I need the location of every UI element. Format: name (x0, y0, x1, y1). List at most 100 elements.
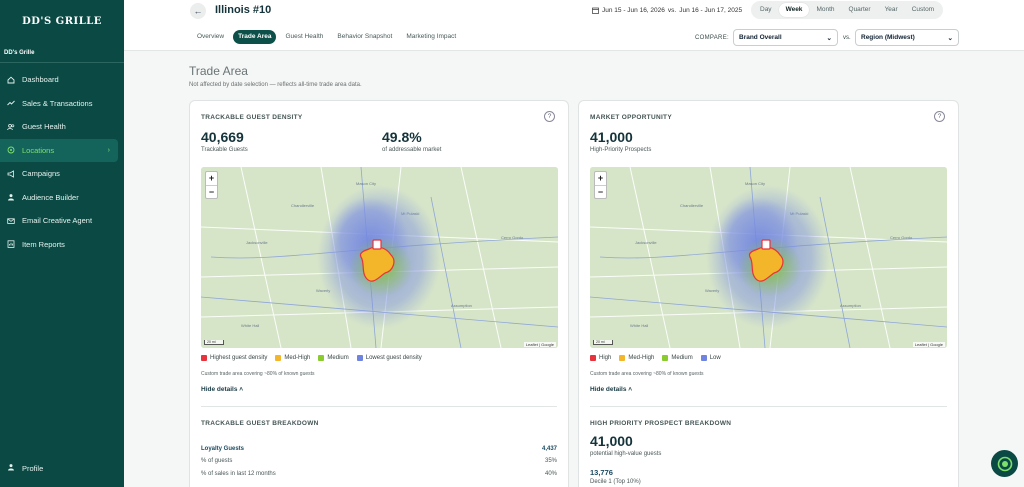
svg-text:Cerro Gordo: Cerro Gordo (501, 235, 524, 240)
user-icon (7, 463, 15, 473)
chat-icon (997, 456, 1012, 471)
sidebar-item-label: Audience Builder (22, 192, 79, 202)
compare-second-value: Region (Midwest) (861, 34, 915, 41)
decile-label: Decile 1 (Top 10%) (590, 479, 641, 485)
sidebar-divider (0, 62, 124, 63)
svg-text:Chandlerville: Chandlerville (291, 203, 315, 208)
sidebar-item-sales[interactable]: Sales & Transactions (0, 92, 124, 116)
tab-behavior-snapshot[interactable]: Behavior Snapshot (337, 33, 393, 40)
period-week[interactable]: Week (778, 3, 810, 17)
svg-text:Mason City: Mason City (356, 181, 376, 186)
legend-item-high: Highest guest density (201, 355, 267, 361)
period-custom[interactable]: Custom (911, 6, 935, 13)
svg-text:Waverly: Waverly (316, 288, 330, 293)
sidebar-item-label: Sales & Transactions (22, 98, 93, 108)
prospects-value: 41,000 (590, 129, 633, 145)
legend-item-med-high: Med-High (275, 355, 310, 361)
sidebar-item-item-reports[interactable]: Item Reports (0, 233, 124, 257)
row-value: 35% (544, 458, 557, 464)
page-subtitle: Not affected by date selection — reflect… (189, 82, 362, 88)
period-year[interactable]: Year (884, 6, 898, 13)
date-vs: vs. (667, 7, 677, 14)
sidebar-item-label: Dashboard (22, 75, 59, 85)
chevron-down-icon: ⌄ (826, 34, 832, 42)
svg-text:Chandlerville: Chandlerville (680, 203, 704, 208)
sidebar-item-dashboard[interactable]: Dashboard (0, 68, 124, 92)
market-opportunity-card: MARKET OPPORTUNITY ? 41,000 High-Priorit… (578, 100, 959, 487)
tabs: Overview Trade Area Guest Health Behavio… (192, 30, 461, 44)
zoom-out-button[interactable]: − (595, 185, 606, 198)
high-value-guests-label: potential high-value guests (590, 451, 662, 457)
period-day[interactable]: Day (760, 6, 772, 13)
sidebar-item-guest-health[interactable]: Guest Health (0, 115, 124, 139)
help-icon[interactable]: ? (544, 111, 555, 122)
tab-guest-health[interactable]: Guest Health (285, 33, 324, 40)
row-label: Loyalty Guests (201, 446, 245, 452)
trackable-guests-label: Trackable Guests (201, 147, 248, 153)
zoom-in-button[interactable]: + (208, 173, 215, 183)
map-attribution[interactable]: Leaflet | Google (912, 342, 945, 347)
chevron-right-icon: › (107, 146, 110, 154)
legend-item-low: Lowest guest density (356, 355, 422, 361)
tab-overview[interactable]: Overview (197, 33, 225, 40)
arrow-left-icon: ← (193, 6, 203, 16)
svg-text:Jacksonville: Jacksonville (246, 240, 268, 245)
svg-text:Assumption: Assumption (451, 303, 472, 308)
zoom-out-button[interactable]: − (206, 185, 217, 198)
divider (590, 406, 947, 407)
sidebar-item-profile[interactable]: Profile (7, 463, 43, 473)
period-month[interactable]: Month (816, 6, 835, 13)
back-button[interactable]: ← (190, 3, 206, 19)
mail-icon (7, 217, 15, 225)
trade-area-note: Custom trade area covering ~80% of known… (590, 371, 704, 377)
row-label: % of sales in last 12 months (201, 471, 276, 477)
tab-marketing-impact[interactable]: Marketing Impact (406, 33, 457, 40)
logo[interactable]: DD'S GRILLE (0, 0, 124, 42)
sidebar-item-label: Campaigns (22, 169, 60, 179)
compare-first-value: Brand Overall (739, 34, 782, 41)
table-row: % of sales in last 12 months 40% (201, 471, 557, 477)
svg-text:Assumption: Assumption (840, 303, 861, 308)
sidebar-item-campaigns[interactable]: Campaigns (0, 162, 124, 186)
compare-select-first[interactable]: Brand Overall ⌄ (733, 29, 838, 46)
main-header: Trade Area Not affected by date selectio… (189, 64, 362, 88)
addressable-market-label: of addressable market (382, 147, 442, 153)
tab-trade-area[interactable]: Trade Area (233, 30, 277, 44)
svg-text:Cerro Gordo: Cerro Gordo (890, 235, 913, 240)
compare-select-second[interactable]: Region (Midwest) ⌄ (855, 29, 959, 46)
row-value: 40% (544, 471, 557, 477)
page-title: Trade Area (189, 64, 248, 78)
row-label: % of guests (201, 458, 233, 464)
chevron-up-icon: ˄ (239, 386, 244, 393)
map-scale: 20 mi (593, 340, 613, 345)
support-chat-button[interactable] (991, 450, 1018, 477)
hide-details-button[interactable]: Hide details ˄ (590, 386, 633, 393)
period-quarter[interactable]: Quarter (848, 6, 871, 13)
zoom-in-button[interactable]: + (597, 173, 604, 183)
svg-text:White Hall: White Hall (241, 323, 259, 328)
sidebar-item-locations[interactable]: Locations › (0, 138, 118, 162)
addressable-market-value: 49.8% (382, 129, 422, 145)
prospects-label: High-Priority Prospects (590, 147, 652, 153)
card-title: MARKET OPPORTUNITY (590, 114, 672, 121)
period-toggle: Day Week Month Quarter Year Custom (751, 1, 944, 19)
hide-details-button[interactable]: Hide details ˄ (201, 386, 244, 393)
logo-text: DD'S GRILLE (22, 15, 102, 27)
map-attribution[interactable]: Leaflet | Google (523, 342, 556, 347)
zoom-control: + − (594, 171, 607, 199)
sidebar-item-audience-builder[interactable]: Audience Builder (0, 186, 124, 210)
profile-label: Profile (22, 463, 44, 473)
trend-icon (7, 99, 15, 107)
help-icon[interactable]: ? (934, 111, 945, 122)
topbar: ← Illinois #10 Jun 15 - Jun 16, 2026 vs.… (124, 0, 1024, 25)
sidebar-item-email-creative-agent[interactable]: Email Creative Agent (0, 209, 124, 233)
compare-vs: vs. (843, 35, 851, 41)
date-range-picker[interactable]: Jun 15 - Jun 16, 2026 vs. Jun 16 - Jun 1… (592, 7, 742, 14)
trade-area-note: Custom trade area covering ~80% of known… (201, 371, 315, 377)
legend-item-medium: Medium (318, 355, 349, 361)
legend-item-low: Low (700, 355, 721, 361)
legend-item-high: High (590, 355, 611, 361)
legend-item-med-high: Med-High (619, 355, 654, 361)
